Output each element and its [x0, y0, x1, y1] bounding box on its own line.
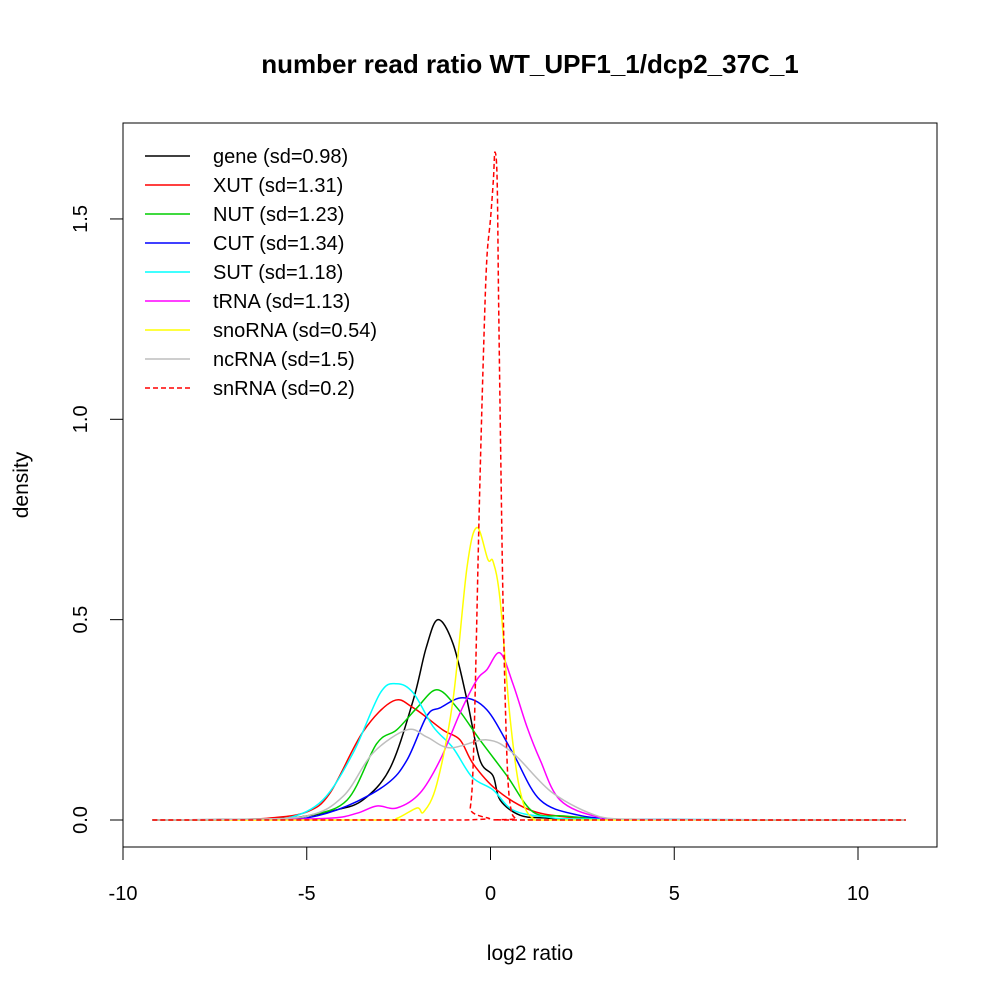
series-line-tRNA: [152, 652, 906, 821]
legend-label: CUT (sd=1.34): [213, 233, 344, 255]
series-line-XUT: [152, 698, 906, 821]
y-tick-label: 1.0: [70, 405, 92, 433]
legend-label: SUT (sd=1.18): [213, 262, 343, 284]
plot-box: [122, 122, 938, 848]
series-line-snRNA: [152, 151, 906, 821]
legend: gene (sd=0.98) XUT (sd=1.31) NUT (sd=1.23)…: [145, 146, 377, 400]
series-line-snoRNA: [152, 526, 906, 821]
x-tick-label: 0: [485, 883, 496, 905]
series-line-SUT: [152, 682, 906, 821]
y-axis: 0.0 0.5 1.0 1.5: [70, 205, 124, 834]
chart-title: number read ratio WT_UPF1_1/dcp2_37C_1: [261, 49, 799, 79]
curves: [152, 151, 906, 821]
series-line-NUT: [152, 689, 906, 821]
series-line-CUT: [152, 697, 906, 821]
x-tick-label: -10: [109, 883, 138, 905]
y-tick-label: 0.5: [70, 606, 92, 634]
series-line-ncRNA: [152, 728, 906, 821]
y-tick-label: 0.0: [70, 806, 92, 834]
legend-label: gene (sd=0.98): [213, 146, 348, 168]
x-axis-label: log2 ratio: [487, 942, 573, 965]
legend-label: XUT (sd=1.31): [213, 175, 343, 197]
series-line-gene: [152, 618, 906, 821]
legend-label: snoRNA (sd=0.54): [213, 320, 377, 342]
x-tick-label: 5: [669, 883, 680, 905]
y-tick-label: 1.5: [70, 205, 92, 233]
x-tick-label: -5: [298, 883, 316, 905]
x-tick-label: 10: [847, 883, 869, 905]
legend-label: ncRNA (sd=1.5): [213, 349, 355, 371]
legend-label: tRNA (sd=1.13): [213, 291, 350, 313]
legend-label: snRNA (sd=0.2): [213, 378, 355, 400]
y-axis-label: density: [10, 451, 33, 518]
x-axis: -10 -5 0 5 10: [109, 846, 869, 905]
legend-label: NUT (sd=1.23): [213, 204, 344, 226]
